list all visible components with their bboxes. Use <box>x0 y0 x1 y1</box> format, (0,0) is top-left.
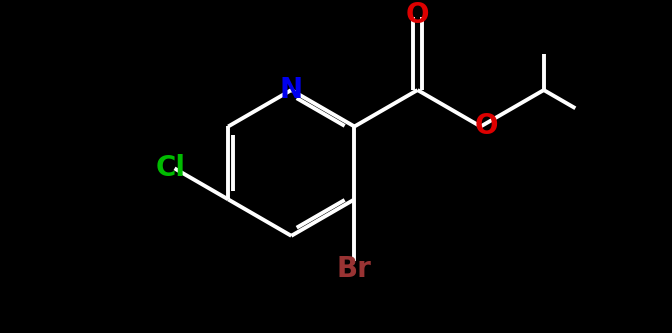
Text: Cl: Cl <box>156 155 185 182</box>
Text: O: O <box>474 113 498 141</box>
Text: Br: Br <box>337 255 372 283</box>
Text: N: N <box>280 76 303 104</box>
Text: O: O <box>406 1 429 29</box>
